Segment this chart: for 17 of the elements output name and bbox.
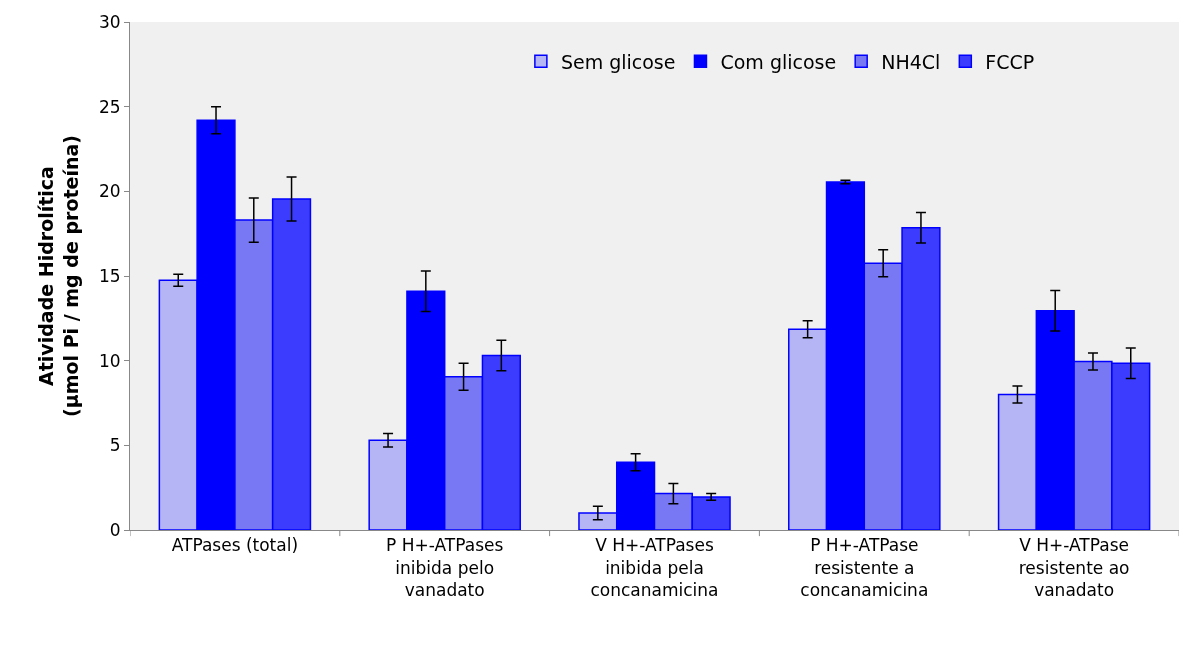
y-axis-title: Atividade Hidrolítica (µmol Pi / mg de proteína) [35,135,82,417]
x-tick-label: P H+-ATPases inibida pelo vanadato [386,535,504,600]
y-tick-label: 30 [98,11,121,32]
legend-label: FCCP [985,50,1035,73]
legend-label: Com glicose [720,50,837,73]
legend-label: Sem glicose [560,50,676,73]
x-tick-label: ATPases (total) [171,535,299,556]
y-tick-label: 20 [98,181,121,202]
y-tick-label: 0 [109,519,121,540]
legend-label: NH4Cl [881,50,941,73]
x-tick-label: V H+-ATPases inibida pela concanamicina [590,535,719,600]
y-tick-label: 15 [98,265,121,286]
y-tick-label: 25 [98,96,121,117]
x-tick-label: P H+-ATPase resistente a concanamicina [800,535,929,600]
x-tick-label: V H+-ATPase resistente ao vanadato [1018,535,1130,600]
y-tick-label: 10 [98,350,121,371]
y-tick-label: 5 [109,435,121,456]
